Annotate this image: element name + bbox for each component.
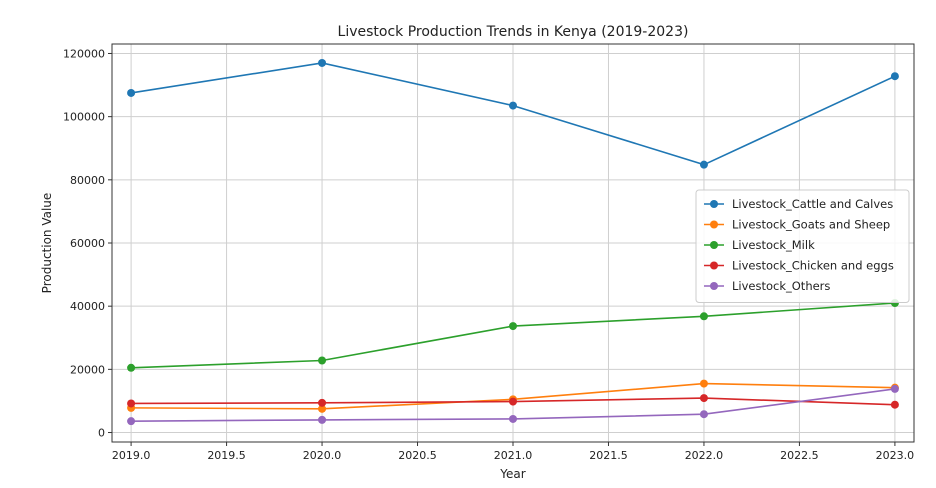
data-point	[127, 399, 136, 408]
legend-box	[695, 189, 910, 303]
legend-label: Livestock_Milk	[732, 238, 815, 252]
chart-title: Livestock Production Trends in Kenya (20…	[338, 24, 689, 40]
x-tick-label: 2019.0	[112, 449, 151, 462]
y-tick-label: 120000	[63, 47, 105, 60]
x-tick-label: 2021.0	[494, 449, 533, 462]
y-tick-label: 80000	[70, 174, 105, 187]
legend-label: Livestock_Cattle and Calves	[732, 197, 893, 211]
data-point	[318, 415, 327, 424]
legend-label: Livestock_Chicken and eggs	[732, 259, 894, 273]
x-tick-label: 2020.5	[398, 449, 437, 462]
data-point	[699, 410, 708, 419]
x-tick-label: 2022.5	[780, 449, 819, 462]
data-point	[699, 379, 708, 388]
data-point	[890, 400, 899, 409]
x-tick-label: 2019.5	[207, 449, 246, 462]
x-axis-label: Year	[499, 467, 525, 481]
grid	[112, 44, 914, 442]
y-tick-label: 40000	[70, 300, 105, 313]
x-tick-label: 2021.5	[589, 449, 628, 462]
legend-marker	[710, 241, 718, 249]
legend-marker	[710, 261, 718, 270]
legend-label: Livestock_Goats and Sheep	[732, 218, 890, 232]
data-point	[699, 394, 708, 403]
data-point	[509, 414, 517, 423]
data-point	[318, 404, 327, 413]
y-tick-label: 0	[98, 427, 105, 440]
data-point	[127, 88, 136, 97]
x-tick-label: 2023.0	[876, 449, 915, 462]
x-tick-label: 2020.0	[303, 449, 342, 462]
data-point	[318, 58, 327, 67]
series-group	[127, 58, 899, 426]
data-point	[318, 356, 327, 365]
data-point	[509, 322, 517, 331]
data-point	[127, 417, 136, 426]
data-point	[509, 397, 517, 406]
data-point	[699, 312, 708, 321]
data-point	[699, 160, 708, 169]
legend-marker	[710, 282, 718, 290]
legend-label: Livestock_Others	[732, 279, 830, 293]
y-tick-label: 100000	[63, 111, 105, 124]
y-axis-label: Production Value	[40, 193, 54, 294]
data-point	[318, 398, 327, 407]
axis-ticks: 2019.0 2019.5 2020.0 2020.5 2021.0 2021.5 2022…	[63, 47, 914, 462]
legend: Livestock_Cattle and Calves Livestock_Goa…	[695, 189, 910, 303]
data-point	[890, 384, 899, 393]
y-tick-label: 20000	[70, 363, 105, 376]
data-point	[890, 72, 899, 81]
y-tick-label: 60000	[70, 237, 105, 250]
data-point	[127, 363, 136, 372]
legend-marker	[710, 200, 718, 208]
x-tick-label: 2022.0	[685, 449, 724, 462]
data-point	[509, 101, 517, 110]
legend-marker	[710, 220, 718, 229]
